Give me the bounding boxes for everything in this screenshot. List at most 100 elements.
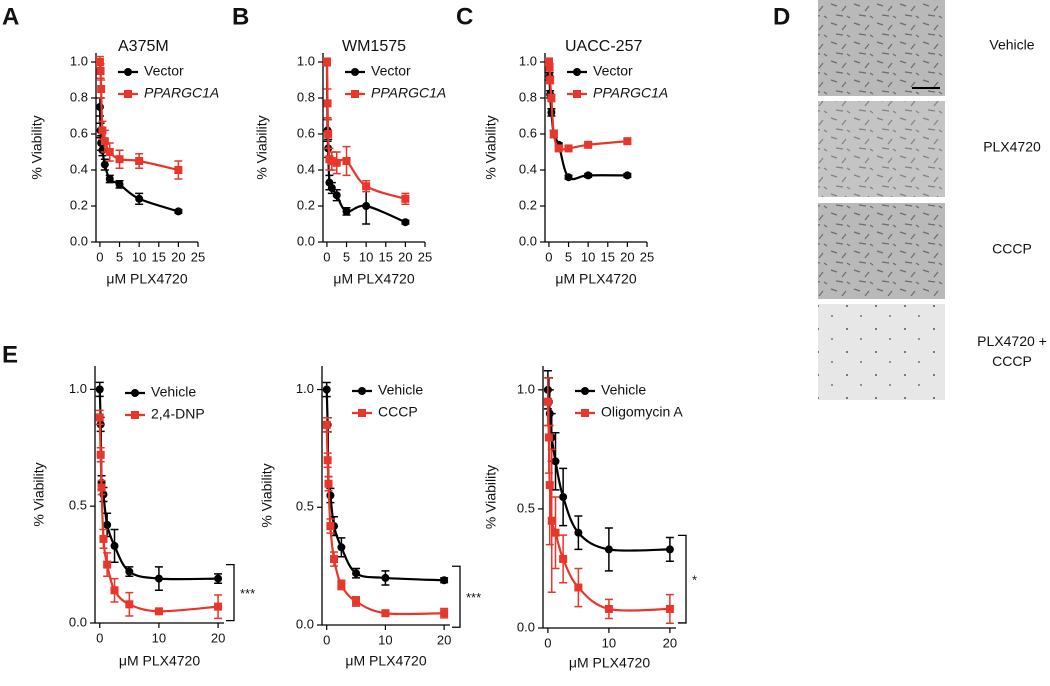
data-point [337, 543, 346, 552]
data-point [96, 450, 105, 459]
data-point [322, 58, 331, 66]
data-point [154, 574, 163, 583]
x-axis-label: μM PLX4720 [106, 271, 187, 287]
y-tick-label: 0.0 [519, 233, 537, 248]
x-tick-label: 0 [96, 630, 103, 645]
data-point [352, 597, 361, 606]
x-axis-label: μM PLX4720 [119, 653, 200, 669]
x-tick-label: 0 [96, 249, 103, 264]
y-tick-label: 0.0 [517, 619, 535, 634]
data-point [584, 140, 593, 149]
legend-label: Vehicle [378, 382, 423, 398]
data-point [352, 569, 361, 578]
y-tick-label: 0.2 [70, 197, 88, 212]
data-point [545, 481, 554, 490]
x-axis-label: μM PLX4720 [345, 653, 426, 669]
y-tick-label: 0.0 [297, 233, 315, 248]
data-point [544, 58, 553, 66]
panel-letter: D [773, 3, 790, 30]
legend-label: Vector [593, 63, 633, 79]
data-point [322, 385, 331, 394]
data-point [214, 574, 223, 583]
x-tick-label: 5 [565, 249, 572, 264]
panel-letter: E [2, 341, 18, 368]
data-point [330, 555, 339, 564]
data-point [323, 99, 332, 108]
x-tick-label: 10 [602, 635, 616, 650]
data-point [401, 194, 410, 203]
x-axis-label: μM PLX4720 [555, 271, 636, 287]
legend-marker [124, 90, 132, 98]
data-point [551, 457, 560, 466]
data-point [554, 144, 563, 153]
x-tick-label: 25 [191, 249, 205, 264]
data-point [327, 184, 336, 192]
legend-marker [124, 68, 132, 76]
data-point [97, 85, 106, 93]
x-axis-label: μM PLX4720 [569, 655, 650, 671]
y-tick-label: 1.0 [519, 53, 537, 68]
micrograph [818, 203, 945, 299]
legend-label: Oligomycin A [601, 404, 683, 420]
legend-label: 2,4-DNP [151, 406, 205, 422]
data-point [623, 137, 632, 146]
data-point [326, 522, 335, 531]
data-point [604, 545, 613, 554]
image-label: CCCP [992, 241, 1032, 257]
x-tick-label: 5 [343, 249, 350, 264]
legend-marker [573, 68, 581, 76]
legend-marker [581, 409, 589, 417]
legend-label: PPARGC1A [371, 85, 446, 101]
data-point [665, 545, 674, 554]
y-tick-label: 1.0 [70, 53, 88, 68]
y-axis-label: % Viability [254, 115, 270, 179]
y-tick-label: 0.8 [519, 89, 537, 104]
x-tick-label: 10 [132, 249, 146, 264]
x-tick-label: 20 [437, 632, 451, 647]
data-point [362, 182, 371, 191]
y-tick-label: 1.0 [517, 381, 535, 396]
y-axis-label: % Viability [483, 465, 499, 529]
panel-letter: A [2, 3, 19, 30]
y-tick-label: 0.4 [297, 161, 315, 176]
legend-label: PPARGC1A [593, 85, 668, 101]
data-point [546, 76, 555, 84]
y-axis-label: % Viability [29, 115, 45, 179]
y-tick-label: 1.0 [69, 381, 87, 396]
y-tick-label: 0.2 [519, 197, 537, 212]
x-tick-label: 20 [171, 249, 185, 264]
data-point [100, 160, 109, 169]
data-point [337, 580, 346, 589]
x-tick-label: 0 [323, 632, 330, 647]
x-tick-label: 15 [152, 249, 166, 264]
data-point [154, 607, 163, 616]
data-point [544, 433, 553, 442]
y-tick-label: 0.8 [70, 89, 88, 104]
x-tick-label: 0 [545, 249, 552, 264]
legend-label: Vector [371, 63, 411, 79]
significance-label: *** [466, 590, 481, 605]
legend-marker [573, 90, 581, 98]
y-tick-label: 0.5 [69, 498, 87, 513]
y-tick-label: 0.5 [296, 499, 314, 514]
data-point [324, 479, 333, 488]
data-point [125, 600, 134, 609]
data-point [324, 130, 333, 138]
data-point [342, 157, 351, 165]
data-point [95, 58, 104, 66]
legend-label: Vehicle [601, 382, 646, 398]
data-point [327, 157, 336, 165]
data-point [545, 63, 554, 72]
legend-marker [351, 90, 359, 98]
data-point [332, 158, 341, 167]
panel-letter: C [456, 3, 473, 30]
legend-label: PPARGC1A [144, 85, 219, 101]
x-tick-label: 10 [378, 632, 392, 647]
y-tick-label: 0.8 [297, 89, 315, 104]
fit-curve [547, 61, 628, 181]
legend-marker [358, 387, 366, 395]
data-point [574, 528, 583, 537]
x-tick-label: 20 [398, 249, 412, 264]
y-tick-label: 0.6 [519, 125, 537, 140]
